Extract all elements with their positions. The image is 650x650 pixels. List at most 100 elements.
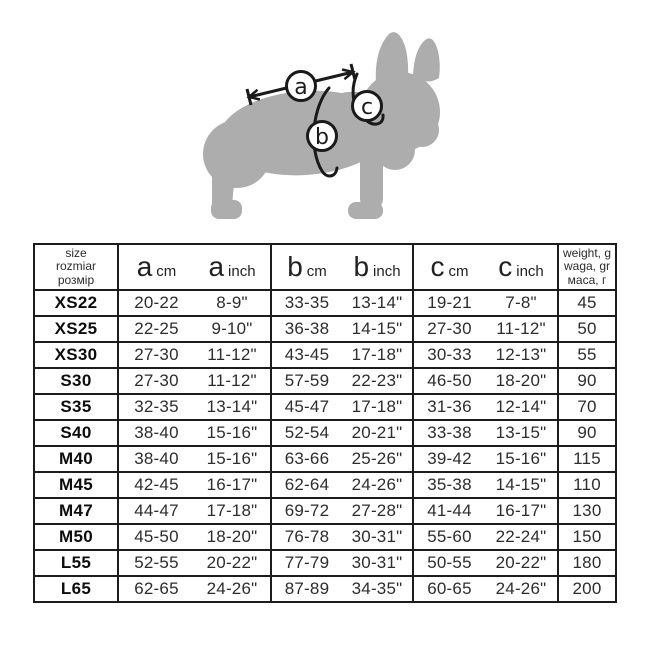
table-row: S40 38-40 15-16" 52-54 20-21" 33-38 13-15" 90 <box>34 419 616 447</box>
marker-c-circle <box>351 90 383 122</box>
b-cm-cell: 36-38 <box>270 315 342 343</box>
b-inch-cell: 30-31" <box>342 523 413 551</box>
size-cell: XS25 <box>34 315 118 343</box>
size-cell: M40 <box>34 445 118 473</box>
weight-cell: 110 <box>557 471 616 499</box>
size-cell: XS22 <box>34 289 118 317</box>
table-row: M50 45-50 18-20" 76-78 30-31" 55-60 22-24" 150 <box>34 523 616 551</box>
measure-b-curve <box>312 86 339 178</box>
size-cell: L55 <box>34 549 118 577</box>
size-column-header: size rozmiar розмір <box>34 243 118 291</box>
c-cm-cell: 27-30 <box>412 315 485 343</box>
a-inch-header: a inch <box>194 243 271 291</box>
a-cm-cell: 42-45 <box>117 471 194 499</box>
measure-c-letter: c <box>498 251 513 282</box>
weight-cell: 90 <box>557 419 616 447</box>
weight-cell: 200 <box>557 575 616 603</box>
c-inch-cell: 7-8" <box>485 289 558 317</box>
size-cell: L65 <box>34 575 118 603</box>
unit-cm-label: cm <box>448 263 469 280</box>
weight-column-header: weight, g waga, gr маса, г <box>557 243 616 291</box>
b-inch-cell: 34-35" <box>342 575 413 603</box>
c-cm-cell: 33-38 <box>412 419 485 447</box>
c-cm-cell: 19-21 <box>412 289 485 317</box>
a-cm-cell: 38-40 <box>117 419 194 447</box>
b-inch-cell: 25-26" <box>342 445 413 473</box>
table-row: S30 27-30 11-12" 57-59 22-23" 46-50 18-20" 90 <box>34 367 616 395</box>
a-cm-cell: 27-30 <box>117 367 194 395</box>
c-inch-cell: 11-12" <box>485 315 558 343</box>
b-inch-cell: 13-14" <box>342 289 413 317</box>
a-cm-cell: 45-50 <box>117 523 194 551</box>
table-row: M47 44-47 17-18" 69-72 27-28" 41-44 16-17" 130 <box>34 497 616 525</box>
b-cm-cell: 87-89 <box>270 575 342 603</box>
measure-a-letter: a <box>208 251 225 282</box>
b-inch-cell: 24-26" <box>342 471 413 499</box>
unit-inch-label: inch <box>373 263 401 280</box>
size-header-line: size <box>65 245 87 260</box>
c-inch-cell: 24-26" <box>485 575 558 603</box>
c-cm-cell: 39-42 <box>412 445 485 473</box>
weight-cell: 130 <box>557 497 616 525</box>
b-cm-cell: 45-47 <box>270 393 342 421</box>
c-cm-cell: 46-50 <box>412 367 485 395</box>
a-inch-cell: 17-18" <box>194 497 271 525</box>
dog-diagram-svg: a b c <box>203 32 440 219</box>
measure-b-letter: b <box>287 251 303 282</box>
size-table-body: XS22 20-22 8-9" 33-35 13-14" 19-21 7-8" 45 XS25 2… <box>34 289 616 603</box>
c-inch-cell: 14-15" <box>485 471 558 499</box>
b-cm-cell: 77-79 <box>270 549 342 577</box>
size-header-line: розмір <box>57 272 95 287</box>
dog-ear-right <box>413 38 440 82</box>
weight-cell: 90 <box>557 367 616 395</box>
b-cm-cell: 43-45 <box>270 341 342 369</box>
a-inch-cell: 8-9" <box>194 289 271 317</box>
table-row: XS25 22-25 9-10" 36-38 14-15" 27-30 11-12" 50 <box>34 315 616 343</box>
a-cm-header: a cm <box>117 243 194 291</box>
c-inch-cell: 13-15" <box>485 419 558 447</box>
a-inch-cell: 20-22" <box>194 549 271 577</box>
marker-c-letter: c <box>361 95 373 120</box>
b-inch-cell: 30-31" <box>342 549 413 577</box>
unit-cm-label: cm <box>306 263 327 280</box>
c-cm-header: c cm <box>412 243 485 291</box>
size-cell: M50 <box>34 523 118 551</box>
dog-silhouette <box>203 32 440 219</box>
weight-header-line: маса, г <box>567 272 607 287</box>
table-row: M40 38-40 15-16" 63-66 25-26" 39-42 15-16" 115 <box>34 445 616 473</box>
c-cm-cell: 55-60 <box>412 523 485 551</box>
b-cm-cell: 57-59 <box>270 367 342 395</box>
a-inch-cell: 16-17" <box>194 471 271 499</box>
c-inch-cell: 18-20" <box>485 367 558 395</box>
a-inch-cell: 11-12" <box>194 341 271 369</box>
a-inch-cell: 15-16" <box>194 445 271 473</box>
weight-cell: 150 <box>557 523 616 551</box>
weight-cell: 70 <box>557 393 616 421</box>
a-cm-cell: 52-55 <box>117 549 194 577</box>
c-cm-cell: 60-65 <box>412 575 485 603</box>
dog-ear-left <box>375 32 409 87</box>
marker-a-letter: a <box>294 75 307 100</box>
size-header-line: rozmiar <box>55 259 96 274</box>
b-inch-cell: 20-21" <box>342 419 413 447</box>
a-inch-cell: 9-10" <box>194 315 271 343</box>
c-inch-cell: 22-24" <box>485 523 558 551</box>
a-cm-cell: 44-47 <box>117 497 194 525</box>
table-row: L55 52-55 20-22" 77-79 30-31" 50-55 20-22" 180 <box>34 549 616 577</box>
weight-cell: 115 <box>557 445 616 473</box>
unit-cm-label: cm <box>156 263 177 280</box>
c-inch-cell: 15-16" <box>485 445 558 473</box>
unit-inch-label: inch <box>516 263 544 280</box>
a-cm-cell: 38-40 <box>117 445 194 473</box>
c-cm-cell: 30-33 <box>412 341 485 369</box>
unit-inch-label: inch <box>228 263 256 280</box>
c-cm-cell: 41-44 <box>412 497 485 525</box>
b-inch-header: b inch <box>342 243 413 291</box>
b-cm-cell: 33-35 <box>270 289 342 317</box>
c-cm-cell: 50-55 <box>412 549 485 577</box>
a-inch-cell: 24-26" <box>194 575 271 603</box>
b-inch-cell: 17-18" <box>342 341 413 369</box>
c-inch-cell: 20-22" <box>485 549 558 577</box>
c-cm-cell: 35-38 <box>412 471 485 499</box>
b-cm-cell: 76-78 <box>270 523 342 551</box>
